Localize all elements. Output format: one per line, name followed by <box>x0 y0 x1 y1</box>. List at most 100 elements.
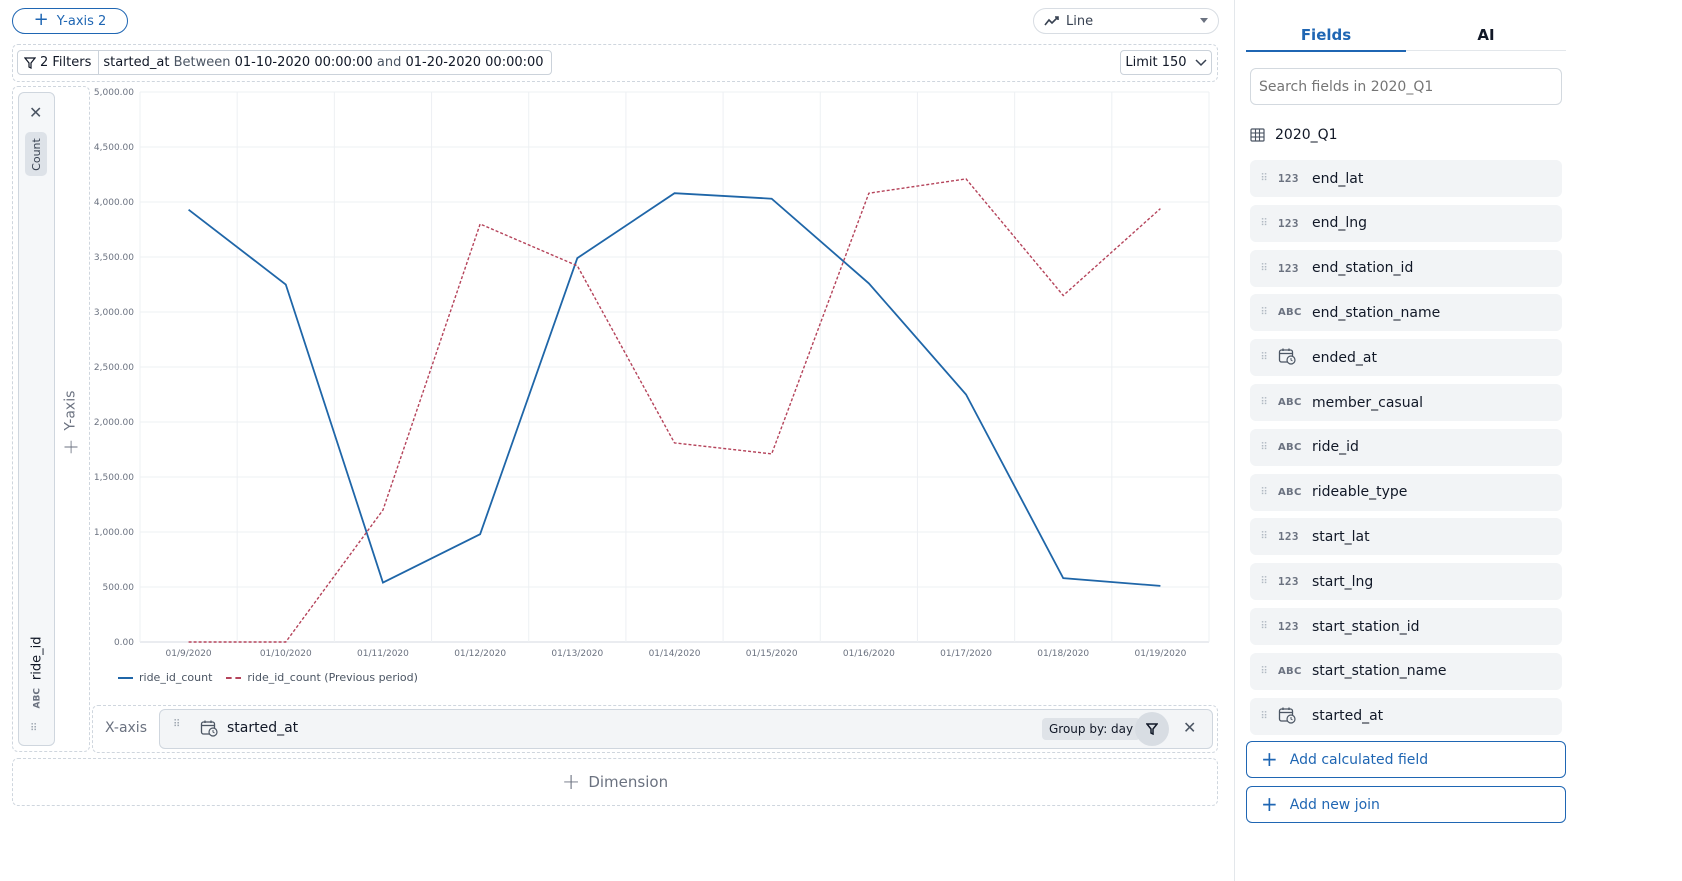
field-item-ended-at[interactable]: ⠿ ended_at <box>1250 339 1562 377</box>
x-tick-label: 01/13/2020 <box>551 649 603 659</box>
field-name: rideable_type <box>1312 484 1408 501</box>
field-name: end_lng <box>1312 215 1368 232</box>
tab-underline <box>1246 50 1566 51</box>
y-axis-drop-zone[interactable] <box>12 86 90 752</box>
drag-handle-icon[interactable]: ⠿ <box>173 719 181 730</box>
field-item-end-lat[interactable]: ⠿ 123 end_lat <box>1250 160 1562 197</box>
filter-description[interactable]: started_at Between 01-10-2020 00:00:00 a… <box>99 55 550 70</box>
text-type-icon: ABC <box>32 688 43 709</box>
field-item-end-station-id[interactable]: ⠿ 123 end_station_id <box>1250 249 1562 287</box>
y-axis-add[interactable]: + Y-axis <box>50 388 90 458</box>
text-type-icon: ABC <box>1278 307 1302 319</box>
field-item-rideable-type[interactable]: ⠿ ABC rideable_type <box>1250 473 1562 511</box>
drag-handle-icon[interactable]: ⠿ <box>1260 441 1268 453</box>
x-axis-drop-zone[interactable] <box>92 705 1218 753</box>
field-name: started_at <box>1312 708 1384 725</box>
field-name: start_station_name <box>1312 663 1447 680</box>
y-tick-label: 3,000.00 <box>94 308 134 318</box>
table-header[interactable]: 2020_Q1 <box>1250 127 1338 143</box>
limit-dropdown[interactable]: Limit 150 <box>1120 50 1212 75</box>
field-item-end-lng[interactable]: ⠿ 123 end_lng <box>1250 204 1562 242</box>
filter-to: 01-20-2020 00:00:00 <box>405 55 544 70</box>
number-type-icon: 123 <box>1278 172 1299 185</box>
y-axis-field-card[interactable] <box>18 92 55 746</box>
text-type-icon: ABC <box>1278 665 1302 677</box>
drag-handle-icon[interactable]: ⠿ <box>1260 262 1268 274</box>
aggregation-chip[interactable]: Count <box>25 132 47 176</box>
add-calculated-field-button[interactable]: + Add calculated field <box>1246 741 1566 778</box>
field-name: start_station_id <box>1312 618 1420 635</box>
close-icon[interactable]: ✕ <box>29 103 43 122</box>
field-item-ride-id[interactable]: ⠿ ABC ride_id <box>1250 428 1562 466</box>
field-item-member-casual[interactable]: ⠿ ABC member_casual <box>1250 384 1562 421</box>
chart-type-select[interactable]: Line <box>1033 8 1219 34</box>
dimension-drop-zone[interactable]: + Dimension <box>12 758 1218 806</box>
drag-handle-icon[interactable]: ⠿ <box>1260 397 1268 408</box>
y-axis-field-label: ABC ride_id <box>22 630 52 715</box>
x-tick-label: 01/11/2020 <box>357 649 409 659</box>
drag-handle-icon[interactable]: ⠿ <box>30 723 38 734</box>
text-type-icon: ABC <box>1278 441 1302 453</box>
filter-icon <box>1146 723 1158 735</box>
field-item-end-station-name[interactable]: ⠿ ABC end_station_name <box>1250 294 1562 332</box>
drag-handle-icon[interactable]: ⠿ <box>1260 173 1268 184</box>
y-tick-label: 1,000.00 <box>94 528 134 538</box>
y-tick-label: 4,000.00 <box>94 198 134 208</box>
series-line-previous <box>188 178 1161 643</box>
number-type-icon: 123 <box>1278 575 1299 589</box>
y-tick-label: 5,000.00 <box>94 88 134 98</box>
field-search-input[interactable] <box>1250 68 1562 105</box>
plus-icon: + <box>33 9 49 30</box>
field-item-started-at[interactable]: ⠿ started_at <box>1250 697 1562 735</box>
legend-item-previous[interactable]: ride_id_count (Previous period) <box>226 671 418 684</box>
drag-handle-icon[interactable]: ⠿ <box>1260 710 1268 722</box>
field-item-start-lat[interactable]: ⠿ 123 start_lat <box>1250 518 1562 556</box>
close-icon[interactable]: ✕ <box>1183 718 1197 737</box>
group-by-chip[interactable]: Group by: day <box>1042 718 1141 740</box>
limit-label: Limit 150 <box>1125 55 1187 70</box>
number-type-icon: 123 <box>1278 620 1299 633</box>
add-new-join-button[interactable]: + Add new join <box>1246 786 1566 823</box>
field-name: ride_id <box>1312 439 1359 456</box>
x-axis-field-card[interactable] <box>159 709 1213 749</box>
drag-handle-icon[interactable]: ⠿ <box>1260 531 1268 543</box>
drag-handle-icon[interactable]: ⠿ <box>1260 352 1268 364</box>
field-name: start_lng <box>1312 573 1374 590</box>
add-y-axis-2-button[interactable]: + Y-axis 2 <box>12 8 128 34</box>
x-tick-label: 01/15/2020 <box>746 649 798 659</box>
line-chart-icon <box>1044 16 1059 26</box>
drag-handle-icon[interactable]: ⠿ <box>1260 486 1268 498</box>
filters-count-label: 2 Filters <box>40 55 92 70</box>
plus-icon: + <box>58 438 83 456</box>
drag-handle-icon[interactable]: ⠿ <box>1260 307 1268 319</box>
drag-handle-icon[interactable]: ⠿ <box>1260 217 1268 229</box>
y-tick-label: 3,500.00 <box>94 253 134 263</box>
legend-item-current[interactable]: ride_id_count <box>118 671 212 684</box>
tab-fields[interactable]: Fields <box>1300 26 1352 44</box>
chart-legend: ride_id_count ride_id_count (Previous pe… <box>118 671 418 684</box>
filters-pill[interactable]: 2 Filters started_at Between 01-10-2020 … <box>17 50 552 75</box>
legend-label-previous: ride_id_count (Previous period) <box>247 671 418 684</box>
drag-handle-icon[interactable]: ⠿ <box>1260 621 1268 632</box>
field-item-start-station-id[interactable]: ⠿ 123 start_station_id <box>1250 608 1562 645</box>
tab-ai[interactable]: AI <box>1477 26 1495 44</box>
filters-count[interactable]: 2 Filters <box>18 51 100 74</box>
field-name: member_casual <box>1312 394 1424 411</box>
x-tick-label: 01/16/2020 <box>843 649 895 659</box>
calendar-clock-icon <box>1278 347 1306 368</box>
number-type-icon: 123 <box>1278 261 1299 275</box>
x-tick-label: 01/17/2020 <box>940 649 992 659</box>
field-name: end_station_id <box>1312 260 1414 277</box>
drag-handle-icon[interactable]: ⠿ <box>1260 665 1268 677</box>
filter-operator: Between <box>173 55 231 70</box>
x-axis-filter-button[interactable] <box>1135 712 1169 746</box>
legend-swatch-dashed <box>226 676 242 679</box>
add-new-join-label: Add new join <box>1289 796 1380 813</box>
chart-type-value: Line <box>1066 13 1094 29</box>
field-item-start-lng[interactable]: ⠿ 123 start_lng <box>1250 563 1562 601</box>
tab-active-indicator <box>1246 50 1406 52</box>
drag-handle-icon[interactable]: ⠿ <box>1260 576 1268 588</box>
field-item-start-station-name[interactable]: ⠿ ABC start_station_name <box>1250 652 1562 690</box>
filter-from: 01-10-2020 00:00:00 <box>234 55 373 70</box>
calendar-clock-icon <box>200 720 218 737</box>
